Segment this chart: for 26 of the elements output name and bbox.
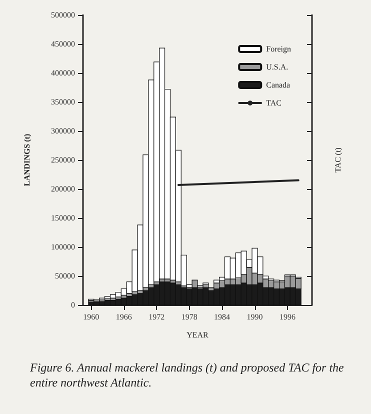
y-axis-title: LANDINGS (t) bbox=[22, 134, 32, 186]
y-tick-label: 0 bbox=[71, 300, 75, 310]
y-tick-label: 50000 bbox=[55, 272, 75, 280]
y-tick-label: 200000 bbox=[51, 184, 75, 194]
legend-label: Canada bbox=[266, 80, 291, 90]
x-tick-label: 1990 bbox=[246, 312, 263, 322]
x-tick-label: 1960 bbox=[83, 312, 100, 322]
x-tick-label: 1996 bbox=[279, 312, 296, 322]
legend-label: U.S.A. bbox=[266, 62, 288, 72]
y-tick-label: 400000 bbox=[51, 68, 75, 78]
y2-axis-title: TAC (t) bbox=[334, 147, 342, 172]
legend-label: TAC bbox=[266, 98, 282, 108]
x-tick-label: 1978 bbox=[181, 312, 198, 322]
y-tick-label: 500000 bbox=[51, 10, 75, 20]
caption: Figure 6. Annual mackerel landings (t) and proposed TAC for the entire northwest Atlantic. bbox=[29, 360, 347, 390]
x-axis-title: YEAR bbox=[186, 330, 210, 340]
y-tick-label: 350000 bbox=[51, 98, 75, 106]
y-tick-label: 250000 bbox=[51, 156, 75, 164]
y-tick-label: 300000 bbox=[51, 126, 75, 136]
y-tick-label: 150000 bbox=[51, 214, 75, 222]
y-tick-label: 100000 bbox=[51, 242, 75, 252]
x-tick-label: 1966 bbox=[116, 312, 132, 322]
x-tick-label: 1984 bbox=[214, 312, 230, 322]
x-tick-label: 1972 bbox=[148, 312, 165, 322]
y-tick-label: 450000 bbox=[51, 40, 75, 48]
legend-label: Foreign bbox=[266, 44, 292, 54]
